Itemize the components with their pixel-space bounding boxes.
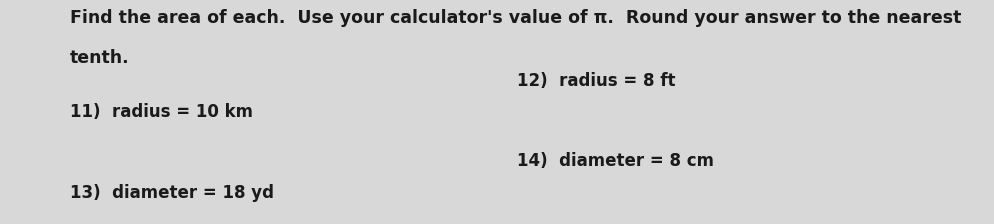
Text: 11)  radius = 10 km: 11) radius = 10 km <box>70 103 252 121</box>
Text: Find the area of each.  Use your calculator's value of π.  Round your answer to : Find the area of each. Use your calculat… <box>70 9 960 27</box>
Text: 14)  diameter = 8 cm: 14) diameter = 8 cm <box>517 152 714 170</box>
Text: 13)  diameter = 18 yd: 13) diameter = 18 yd <box>70 184 273 202</box>
Text: tenth.: tenth. <box>70 49 129 67</box>
Text: 12)  radius = 8 ft: 12) radius = 8 ft <box>517 72 675 90</box>
